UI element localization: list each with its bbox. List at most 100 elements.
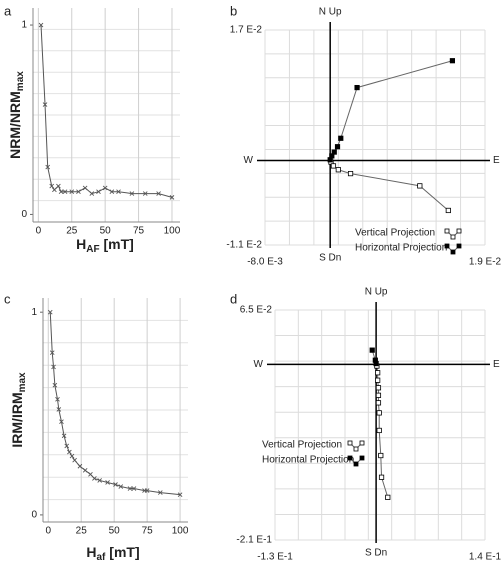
x-tick-label: 50 [100, 226, 112, 237]
y-axis-label-sub: max [17, 372, 28, 392]
data-point [89, 191, 95, 196]
legend-label: Horizontal Projection [355, 243, 447, 254]
data-point [417, 183, 423, 189]
data-point [96, 189, 101, 195]
x-tick-label: 25 [76, 526, 88, 537]
legend-marker [450, 249, 456, 255]
data-point [47, 309, 53, 315]
data-point [445, 207, 451, 214]
x-tick-label: 1.4 E-1 [469, 552, 502, 563]
x-axis-label-sub: af [97, 552, 107, 563]
data-point [375, 400, 382, 406]
data-point [67, 449, 72, 455]
y-tick-label: 1 [21, 20, 27, 31]
data-point [52, 382, 58, 388]
data-point [375, 392, 382, 398]
data-point [157, 490, 163, 495]
x-axis-label-text: H [76, 236, 86, 252]
x-tick-label: 1.9 E-2 [469, 257, 502, 268]
x-tick-label: 75 [142, 526, 154, 537]
axis-north: N Up [365, 287, 388, 298]
y-tick-label: 0 [31, 510, 37, 521]
legend-label: Horizontal Projection [262, 455, 354, 466]
axis-south: S Dn [319, 253, 341, 264]
x-axis-label: HAF [mT] [76, 236, 134, 255]
x-axis-label: Haf [mT] [86, 544, 139, 563]
axis-west: W [244, 155, 254, 166]
legend-label: Vertical Projection [262, 440, 342, 451]
legend-marker [444, 228, 450, 234]
legend-marker [444, 243, 450, 249]
data-line [330, 161, 449, 211]
data-point [61, 433, 67, 439]
data-line [329, 60, 453, 160]
data-point [177, 492, 183, 497]
data-point [42, 102, 48, 107]
x-tick-label: 25 [66, 226, 78, 237]
data-point [129, 191, 135, 196]
data-point [373, 360, 379, 367]
legend-marker [456, 243, 462, 249]
data-point [72, 457, 77, 463]
data-point [58, 189, 64, 195]
data-point [385, 494, 391, 500]
axis-east: E [493, 155, 500, 166]
y-tick-label: 1.7 E-2 [230, 25, 263, 36]
panel-letter: c [4, 291, 11, 306]
y-axis-label-sub: max [15, 71, 26, 91]
data-point [169, 195, 175, 200]
legend-marker [456, 228, 462, 234]
data-point [347, 170, 354, 177]
data-point [51, 364, 56, 370]
data-point [62, 189, 68, 195]
data-point [334, 144, 341, 150]
data-point [59, 419, 64, 424]
data-point [49, 183, 55, 189]
data-point [127, 486, 133, 491]
y-tick-label: 0 [21, 209, 27, 220]
x-axis-label-sub: AF [86, 244, 99, 255]
data-point [375, 370, 381, 376]
x-tick-label: 50 [109, 526, 121, 537]
legend-marker [359, 455, 365, 461]
data-point [142, 191, 148, 196]
legend-marker [353, 461, 359, 467]
data-point [131, 486, 137, 491]
data-point [144, 488, 150, 493]
x-axis-label-suffix: [mT] [100, 236, 134, 252]
data-point [105, 480, 110, 485]
legend-marker [450, 234, 456, 240]
data-point [378, 474, 385, 480]
legend-label: Vertical Projection [355, 228, 435, 239]
data-point [156, 191, 161, 196]
legend-marker [353, 446, 359, 452]
data-point [375, 385, 382, 391]
data-point [69, 453, 75, 459]
data-point [335, 167, 341, 173]
panel-letter: b [230, 3, 237, 18]
x-tick-label: -8.0 E-3 [247, 257, 283, 268]
data-point [113, 482, 118, 487]
data-point [330, 163, 337, 169]
data-point [76, 189, 81, 195]
y-axis-label: IRM/IRMmax [9, 372, 28, 448]
data-point [118, 484, 124, 489]
axis-east: E [493, 359, 500, 370]
data-point [376, 410, 382, 416]
y-axis-label-text: NRM/NRM [7, 91, 23, 159]
x-axis-label-text: H [86, 544, 96, 560]
x-tick-label: 0 [45, 526, 51, 537]
x-tick-label: 100 [172, 526, 189, 537]
data-point [45, 164, 51, 170]
panel-letter: a [4, 3, 12, 18]
panel-letter: d [230, 291, 237, 306]
data-point [82, 185, 88, 191]
data-point [378, 452, 384, 459]
data-point [369, 347, 375, 353]
y-tick-label: -2.1 E-1 [236, 535, 272, 546]
data-point [82, 467, 88, 473]
data-point [116, 189, 121, 195]
y-tick-label: -1.1 E-2 [226, 240, 262, 251]
data-point [449, 58, 456, 64]
data-point [77, 463, 83, 469]
